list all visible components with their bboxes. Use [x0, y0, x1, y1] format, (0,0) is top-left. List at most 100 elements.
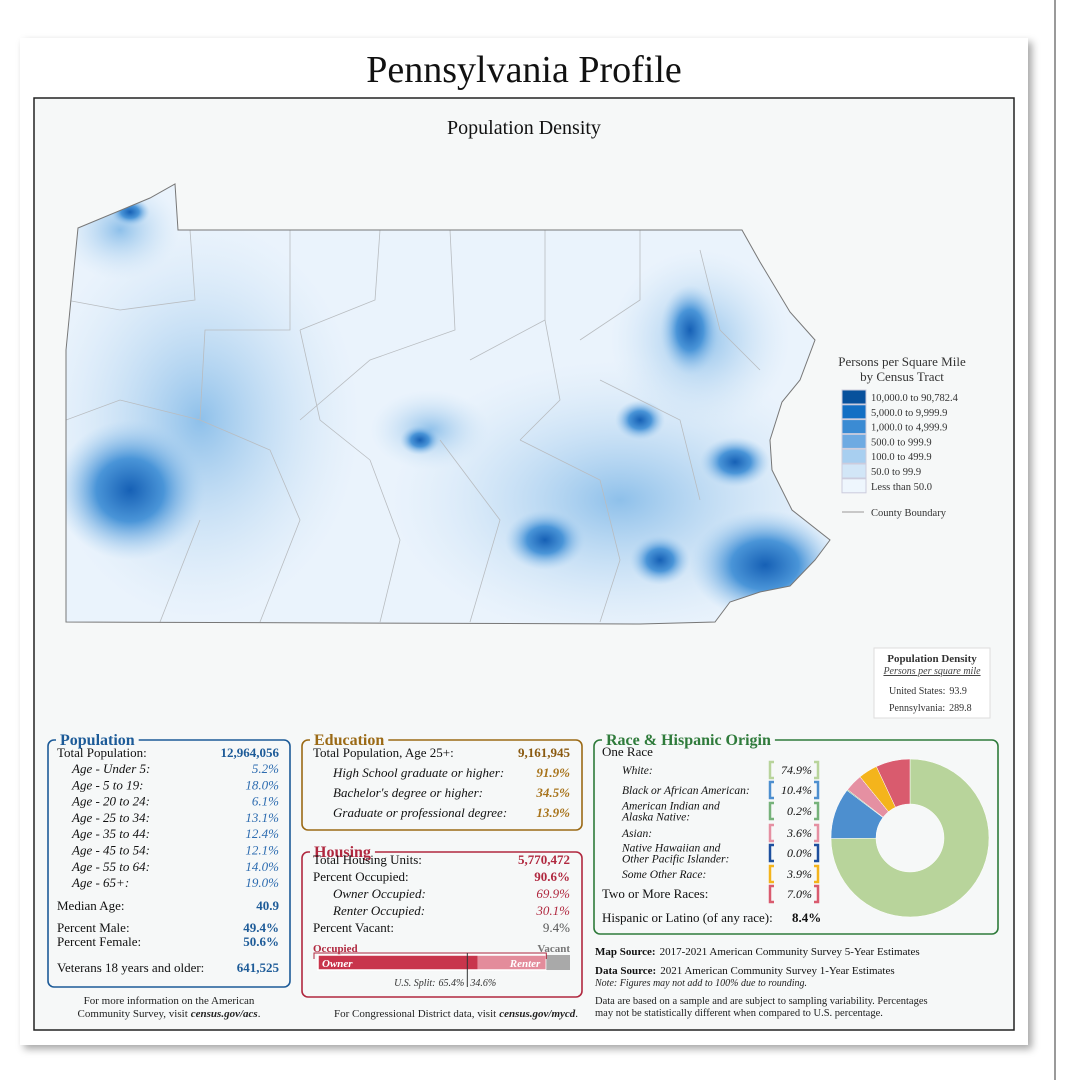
- legend-label: County Boundary: [871, 508, 947, 519]
- bracket: [768, 864, 820, 884]
- footer-prefix: Community Survey, visit: [78, 1008, 188, 1020]
- veterans-label: Veterans 18 years and older:: [57, 960, 204, 975]
- disclaimer: may not be statistically different when …: [595, 1008, 883, 1019]
- race-value: 7.0%: [787, 887, 812, 901]
- sex-value: 50.6%: [243, 934, 279, 949]
- age-label: Age - 55 to 64:: [71, 859, 150, 874]
- footer-end: .: [575, 1008, 578, 1020]
- vacant-label: Vacant: [537, 943, 570, 955]
- education-item-label: High School graduate or higher:: [332, 765, 504, 780]
- age-value: 5.2%: [252, 761, 279, 776]
- source-text: 2017-2021 American Community Survey 5-Ye…: [660, 946, 920, 958]
- density-label: United States:: [889, 686, 945, 697]
- race-label: Other Pacific Islander:: [622, 854, 729, 866]
- box-title: Education: [314, 732, 384, 749]
- bracket: [768, 760, 820, 780]
- total-population-value: 12,964,056: [221, 745, 280, 760]
- race-value: 3.6%: [786, 826, 812, 840]
- legend-swatch: [841, 419, 867, 435]
- sex-label: Percent Male:: [57, 920, 130, 935]
- age-label: Age - 20 to 24:: [71, 794, 150, 809]
- us-split-label: U.S. Split:: [394, 978, 435, 989]
- percent-vacant-value: 9.4%: [543, 920, 570, 935]
- legend-swatch: [841, 478, 867, 494]
- box-title-bg: [602, 730, 775, 750]
- race-label: White:: [622, 765, 653, 777]
- donut-slice: [830, 758, 990, 918]
- tenure-value: 69.9%: [536, 886, 570, 901]
- density-row: Pennsylvania: 289.8: [889, 703, 972, 714]
- veterans-value: 641,525: [237, 960, 280, 975]
- footer-end: .: [258, 1008, 261, 1020]
- source-label: Data Source:: [595, 965, 656, 977]
- education-total-label: Total Population, Age 25+:: [313, 745, 454, 760]
- footer-text: Community Survey, visit census.gov/acs.: [78, 1008, 261, 1020]
- density-value: 289.8: [949, 703, 972, 714]
- source-line: Data Source: 2021 American Community Surv…: [595, 965, 895, 977]
- occupied-bracket: [313, 952, 547, 959]
- bracket: [768, 780, 820, 800]
- education-item-label: Graduate or professional degree:: [333, 805, 507, 820]
- density-label: Pennsylvania:: [889, 703, 945, 714]
- source-label: Map Source:: [595, 946, 656, 958]
- owner-bar: [318, 955, 478, 970]
- footer-link: census.gov/mycd: [499, 1008, 576, 1020]
- tenure-label: Owner Occupied:: [333, 886, 426, 901]
- owner-label: Owner: [322, 958, 353, 970]
- density-box-subtitle: Persons per square mile: [882, 666, 981, 677]
- bracket: [768, 843, 820, 863]
- legend-swatch: [841, 433, 867, 449]
- legend-title: by Census Tract: [860, 369, 944, 384]
- education-item-value: 34.5%: [535, 785, 570, 800]
- us-split-renter: 34.6%: [469, 978, 496, 989]
- race-value: 74.9%: [781, 763, 812, 777]
- sex-label: Percent Female:: [57, 934, 141, 949]
- race-label: Alaska Native:: [621, 812, 690, 824]
- age-label: Age - 45 to 54:: [71, 843, 150, 858]
- us-split-left: U.S. Split: 65.4%: [394, 978, 464, 989]
- county-lines: [66, 229, 761, 623]
- age-value: 6.1%: [252, 794, 279, 809]
- population-box: [47, 739, 291, 988]
- percent-occupied-label: Percent Occupied:: [313, 869, 409, 884]
- disclaimer: Data are based on a sample and are subje…: [595, 996, 928, 1007]
- housing-box: [301, 851, 583, 998]
- education-item-value: 13.9%: [536, 805, 570, 820]
- bracket: [768, 884, 820, 904]
- density-box-title: Population Density: [887, 653, 977, 665]
- race-label: Black or African American:: [622, 785, 750, 797]
- legend-label: 10,000.0 to 90,782.4: [871, 393, 959, 404]
- age-label: Age - 35 to 44:: [71, 826, 150, 841]
- density-row: United States: 93.9: [889, 686, 967, 697]
- race-label: American Indian and: [621, 801, 720, 813]
- housing-total-label: Total Housing Units:: [313, 852, 422, 867]
- age-label: Age - 5 to 19:: [71, 777, 143, 792]
- legend-label: 50.0 to 99.9: [871, 467, 921, 478]
- age-value: 12.1%: [245, 843, 279, 858]
- age-value: 18.0%: [245, 777, 279, 792]
- box-title-bg: [310, 842, 375, 862]
- age-value: 19.0%: [245, 875, 279, 890]
- renter-label: Renter: [509, 958, 541, 970]
- housing-total-value: 5,770,472: [518, 852, 570, 867]
- race-label: Asian:: [621, 828, 652, 840]
- legend-swatch: [841, 448, 867, 464]
- footer-text: For more information on the American: [84, 995, 255, 1007]
- tenure-label: Renter Occupied:: [332, 903, 425, 918]
- footer-prefix: For Congressional District data, visit: [334, 1008, 496, 1020]
- percent-occupied-value: 90.6%: [534, 869, 570, 884]
- age-value: 14.0%: [245, 859, 279, 874]
- box-title-bg: [56, 730, 139, 750]
- sex-value: 49.4%: [243, 920, 279, 935]
- source-line: Map Source: 2017-2021 American Community …: [595, 946, 920, 958]
- us-split-owner: 65.4%: [438, 978, 464, 989]
- education-total-value: 9,161,945: [518, 745, 571, 760]
- education-box: [301, 739, 583, 831]
- legend-swatch: [841, 404, 867, 420]
- density-value: 93.9: [949, 686, 967, 697]
- map: [66, 184, 830, 624]
- footer-link: census.gov/acs: [191, 1008, 258, 1020]
- age-label: Age - 25 to 34:: [71, 810, 150, 825]
- race-value: 3.9%: [786, 867, 812, 881]
- education-item-value: 91.9%: [536, 765, 570, 780]
